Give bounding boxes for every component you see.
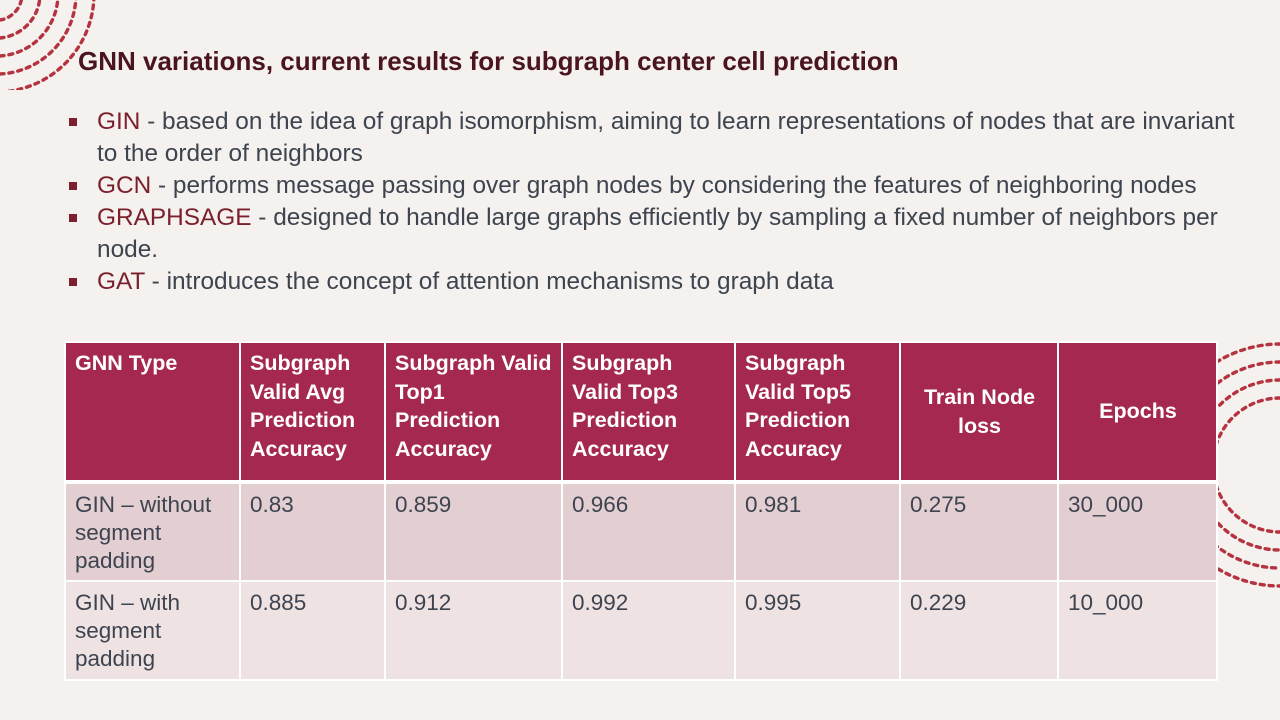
table-header-row: GNN Type Subgraph Valid Avg Prediction A… xyxy=(64,341,1218,484)
header-epochs: Epochs xyxy=(1057,341,1218,484)
bullet-term: GCN xyxy=(97,172,152,199)
header-top1-accuracy: Subgraph Valid Top1 Prediction Accuracy xyxy=(384,341,563,484)
decorative-dot-arcs-right xyxy=(1210,342,1280,588)
bullet-term: GAT xyxy=(97,268,145,295)
bullet-text: - performs message passing over graph no… xyxy=(151,172,1197,199)
table-cell: 0.275 xyxy=(899,481,1059,582)
bullet-text: - based on the idea of graph isomorphism… xyxy=(97,108,1235,167)
bullet-item-gcn: GCN - performs message passing over grap… xyxy=(66,170,1236,202)
bullet-text: - introduces the concept of attention me… xyxy=(144,268,834,295)
square-bullet-icon xyxy=(69,214,77,222)
table-cell: 0.992 xyxy=(561,580,736,681)
table-cell: 0.83 xyxy=(239,481,386,582)
table-row: GIN – without segment padding 0.83 0.859… xyxy=(64,481,1218,582)
slide-title: GNN variations, current results for subg… xyxy=(78,46,899,76)
header-top5-accuracy: Subgraph Valid Top5 Prediction Accuracy xyxy=(734,341,901,484)
header-gnn-type: GNN Type xyxy=(64,341,241,484)
table-row: GIN – with segment padding 0.885 0.912 0… xyxy=(64,580,1218,681)
table-cell: 0.995 xyxy=(734,580,901,681)
bullet-term: GIN xyxy=(97,108,141,135)
table-cell: GIN – without segment padding xyxy=(64,481,241,582)
table-cell: 0.966 xyxy=(561,481,736,582)
square-bullet-icon xyxy=(69,118,77,126)
bullet-item-graphsage: GRAPHSAGE - designed to handle large gra… xyxy=(66,202,1236,266)
bullet-item-gin: GIN - based on the idea of graph isomorp… xyxy=(66,106,1236,170)
table-cell: 0.859 xyxy=(384,481,563,582)
bullet-term: GRAPHSAGE xyxy=(97,204,252,231)
bullet-item-gat: GAT - introduces the concept of attentio… xyxy=(66,266,1236,298)
table-cell: 0.229 xyxy=(899,580,1059,681)
square-bullet-icon xyxy=(69,182,77,190)
header-train-node-loss: Train Node loss xyxy=(899,341,1059,484)
table-cell: 0.885 xyxy=(239,580,386,681)
table-cell: 0.912 xyxy=(384,580,563,681)
header-avg-accuracy: Subgraph Valid Avg Prediction Accuracy xyxy=(239,341,386,484)
bullet-text: - designed to handle large graphs effici… xyxy=(97,204,1218,263)
table-cell: 30_000 xyxy=(1057,481,1218,582)
table-cell: GIN – with segment padding xyxy=(64,580,241,681)
header-top3-accuracy: Subgraph Valid Top3 Prediction Accuracy xyxy=(561,341,736,484)
results-table: GNN Type Subgraph Valid Avg Prediction A… xyxy=(64,341,1218,681)
table-cell: 10_000 xyxy=(1057,580,1218,681)
decorative-dot-arcs-top-left xyxy=(0,0,96,90)
bullet-list: GIN - based on the idea of graph isomorp… xyxy=(66,106,1236,298)
table-cell: 0.981 xyxy=(734,481,901,582)
square-bullet-icon xyxy=(69,278,77,286)
